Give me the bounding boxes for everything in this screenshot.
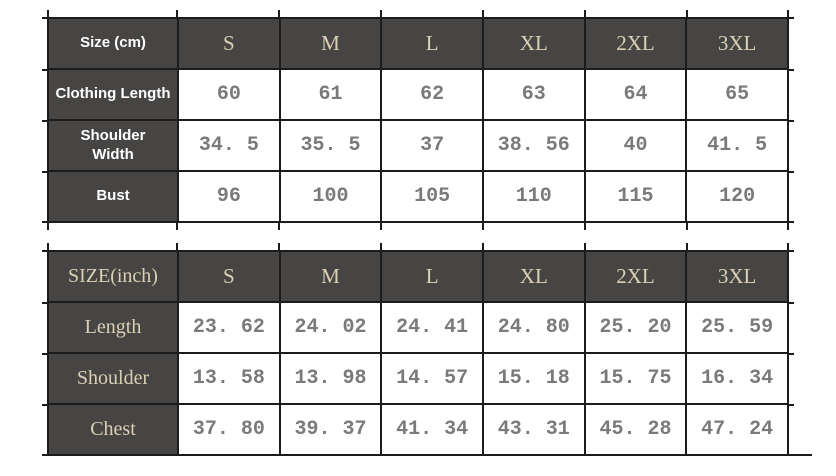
value-cell: 43. 31 bbox=[481, 403, 586, 456]
size-header-cell: L bbox=[380, 250, 484, 303]
value-cell: 13. 58 bbox=[177, 352, 281, 405]
size-header-cell: M bbox=[278, 250, 383, 303]
value-cell: 40 bbox=[583, 119, 688, 172]
header-row: SIZE(inch) S M L XL 2XL 3XL bbox=[47, 250, 789, 303]
value-cell: 60 bbox=[177, 68, 281, 121]
row-label-cell: Chest bbox=[47, 403, 179, 456]
size-header-cell: 2XL bbox=[583, 250, 688, 303]
value-cell: 16. 34 bbox=[685, 352, 789, 405]
value-cell: 13. 98 bbox=[278, 352, 383, 405]
value-cell: 64 bbox=[583, 68, 688, 121]
row-label-cell: Length bbox=[47, 301, 179, 354]
size-table-cm: Size (cm) S M L XL 2XL 3XL Clothing Length 60 61 6… bbox=[47, 17, 789, 223]
value-cell: 41. 5 bbox=[685, 119, 789, 172]
value-cell: 23. 62 bbox=[177, 301, 281, 354]
value-cell: 63 bbox=[481, 68, 586, 121]
value-cell: 34. 5 bbox=[177, 119, 281, 172]
value-cell: 24. 02 bbox=[278, 301, 383, 354]
value-cell: 105 bbox=[380, 170, 484, 223]
grid-stub-strip-right bbox=[789, 17, 794, 223]
size-header-cell: M bbox=[278, 17, 383, 70]
size-header-cell: 3XL bbox=[685, 17, 789, 70]
row-label-cell: Shoulder bbox=[47, 352, 179, 405]
size-header-cell: XL bbox=[481, 17, 586, 70]
value-cell: 100 bbox=[278, 170, 383, 223]
table-row: Shoulder 13. 58 13. 98 14. 57 15. 18 15. 75 16… bbox=[47, 352, 789, 405]
value-cell: 14. 57 bbox=[380, 352, 484, 405]
grid-tick-strip-bottom bbox=[47, 223, 789, 230]
value-cell: 24. 41 bbox=[380, 301, 484, 354]
size-header-cell: L bbox=[380, 17, 484, 70]
table-row: Length 23. 62 24. 02 24. 41 24. 80 25. 20 25. … bbox=[47, 301, 789, 354]
table-row: Shoulder Width 34. 5 35. 5 37 38. 56 40 41. 5 bbox=[47, 119, 789, 172]
value-cell: 115 bbox=[583, 170, 688, 223]
grid-stub-strip-left bbox=[42, 17, 47, 223]
size-table-inch: SIZE(inch) S M L XL 2XL 3XL Length 23. 62 24. 02 2… bbox=[47, 250, 789, 456]
value-cell: 25. 59 bbox=[685, 301, 789, 354]
grid-stub-strip-left bbox=[42, 250, 47, 456]
value-cell: 45. 28 bbox=[583, 403, 688, 456]
value-cell: 37. 80 bbox=[177, 403, 281, 456]
value-cell: 120 bbox=[685, 170, 789, 223]
table-row: Bust 96 100 105 110 115 120 bbox=[47, 170, 789, 223]
value-cell: 61 bbox=[278, 68, 383, 121]
value-cell: 47. 24 bbox=[685, 403, 789, 456]
value-cell: 38. 56 bbox=[481, 119, 586, 172]
header-row: Size (cm) S M L XL 2XL 3XL bbox=[47, 17, 789, 70]
value-cell: 62 bbox=[380, 68, 484, 121]
size-table-cm-section: Size (cm) S M L XL 2XL 3XL Clothing Length 60 61 6… bbox=[42, 10, 794, 230]
size-header-cell: 2XL bbox=[583, 17, 688, 70]
corner-header-cell: SIZE(inch) bbox=[47, 250, 179, 303]
size-table-inch-section: SIZE(inch) S M L XL 2XL 3XL Length 23. 62 24. 02 2… bbox=[42, 243, 812, 456]
value-cell: 25. 20 bbox=[583, 301, 688, 354]
size-header-cell: S bbox=[177, 17, 281, 70]
table-row: Chest 37. 80 39. 37 41. 34 43. 31 45. 28 47. 2… bbox=[47, 403, 789, 456]
value-cell: 41. 34 bbox=[380, 403, 484, 456]
value-cell: 96 bbox=[177, 170, 281, 223]
row-label-cell: Clothing Length bbox=[47, 68, 179, 121]
grid-bottom-border-extension bbox=[789, 454, 812, 456]
grid-tick-strip-top bbox=[47, 10, 789, 17]
value-cell: 15. 18 bbox=[481, 352, 586, 405]
grid-stub-strip-right bbox=[789, 250, 794, 456]
value-cell: 37 bbox=[380, 119, 484, 172]
table-row: Clothing Length 60 61 62 63 64 65 bbox=[47, 68, 789, 121]
corner-header-cell: Size (cm) bbox=[47, 17, 179, 70]
value-cell: 15. 75 bbox=[583, 352, 688, 405]
value-cell: 39. 37 bbox=[278, 403, 383, 456]
size-header-cell: 3XL bbox=[685, 250, 789, 303]
value-cell: 24. 80 bbox=[481, 301, 586, 354]
value-cell: 35. 5 bbox=[278, 119, 383, 172]
row-label-cell: Bust bbox=[47, 170, 179, 223]
size-header-cell: XL bbox=[481, 250, 586, 303]
row-label-cell: Shoulder Width bbox=[47, 119, 179, 172]
value-cell: 65 bbox=[685, 68, 789, 121]
grid-tick-strip-top bbox=[47, 243, 789, 250]
value-cell: 110 bbox=[481, 170, 586, 223]
size-header-cell: S bbox=[177, 250, 281, 303]
